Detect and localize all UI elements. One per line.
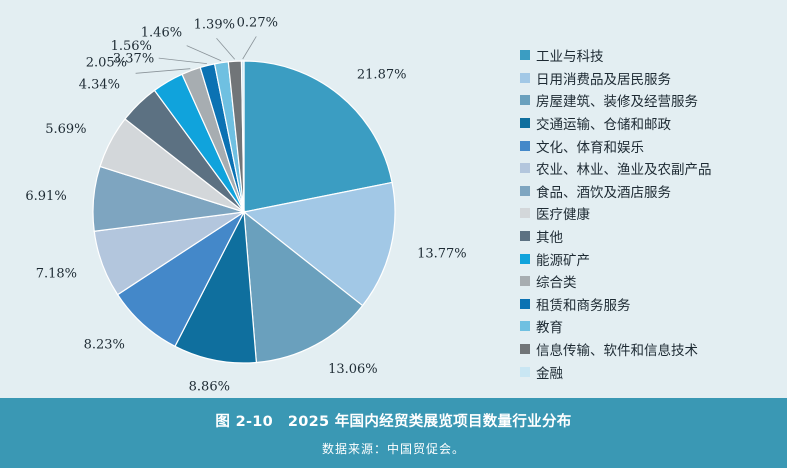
slice-value-label: 2.05% [86, 55, 127, 70]
legend-label: 医疗健康 [536, 207, 590, 224]
legend-item: 其他 [520, 225, 712, 248]
figure-caption-bar: 图 2-10 2025 年国内经贸类展览项目数量行业分布 数据来源：中国贸促会。 [0, 398, 787, 468]
leader-line [242, 36, 257, 60]
slice-value-label: 5.69% [45, 122, 86, 137]
legend-label: 工业与科技 [536, 49, 604, 66]
slice-value-label: 8.86% [189, 380, 230, 395]
legend-label: 其他 [536, 230, 563, 247]
legend-swatch [520, 72, 530, 83]
slice-value-label: 21.87% [357, 67, 407, 82]
legend-swatch [520, 140, 530, 151]
legend-label: 文化、体育和娱乐 [536, 139, 644, 156]
slice-value-label: 7.18% [36, 267, 77, 282]
legend-label: 食品、酒饮及酒店服务 [536, 184, 671, 201]
legend-swatch [520, 366, 530, 377]
legend-item: 工业与科技 [520, 44, 712, 67]
legend-label: 金融 [536, 365, 563, 382]
legend-item: 交通运输、仓储和邮政 [520, 112, 712, 135]
legend-swatch [520, 253, 530, 264]
legend-label: 租赁和商务服务 [536, 297, 631, 314]
legend-item: 信息传输、软件和信息技术 [520, 338, 712, 361]
leader-line [158, 57, 207, 64]
slice-value-label: 1.56% [111, 39, 152, 54]
legend-label: 房屋建筑、装修及经营服务 [536, 94, 698, 111]
slice-value-label: 8.23% [84, 337, 125, 352]
chart-area: 21.87% 13.77% 13.06% 8.86% 8.23% 7.18% 6.91% 5.… [25, 16, 712, 395]
legend-swatch [520, 208, 530, 219]
figure-title: 图 2-10 2025 年国内经贸类展览项目数量行业分布 [215, 414, 572, 430]
legend-label: 信息传输、软件和信息技术 [536, 343, 698, 360]
legend-swatch [520, 118, 530, 129]
legend-swatch [520, 321, 530, 332]
pie-chart: 21.87% 13.77% 13.06% 8.86% 8.23% 7.18% 6.91% 5.… [25, 16, 466, 395]
legend-swatch [520, 185, 530, 196]
pie-slice [243, 60, 393, 213]
pie-slice [242, 181, 396, 307]
legend-label: 交通运输、仓储和邮政 [536, 117, 671, 134]
legend-item: 农业、林业、渔业及农副产品 [520, 157, 712, 180]
slice-value-label: 3.37% [113, 51, 154, 66]
pie-slice [240, 60, 245, 213]
leader-line [216, 37, 236, 60]
legend-item: 日用消费品及居民服务 [520, 67, 712, 90]
pie-slice [243, 210, 364, 364]
data-source-note: 数据来源：中国贸促会。 [321, 442, 465, 456]
leader-lines [135, 36, 257, 74]
legend-swatch [520, 50, 530, 61]
legend-swatch [520, 344, 530, 355]
slice-value-label: 13.06% [328, 362, 378, 377]
legend-label: 日用消费品及居民服务 [536, 71, 671, 88]
legend-label: 综合类 [536, 275, 577, 292]
legend-item: 医疗健康 [520, 202, 712, 225]
legend-item: 综合类 [520, 270, 712, 293]
leader-line [186, 45, 222, 62]
slice-value-label: 1.46% [141, 25, 182, 40]
legend-item: 租赁和商务服务 [520, 293, 712, 316]
legend-item: 能源矿产 [520, 247, 712, 270]
legend-item: 房屋建筑、装修及经营服务 [520, 89, 712, 112]
legend-label: 教育 [536, 320, 563, 337]
legend-swatch [520, 276, 530, 287]
slice-value-label: 13.77% [417, 247, 467, 262]
leader-line [135, 68, 191, 74]
legend-label: 能源矿产 [536, 252, 590, 269]
legend-label: 农业、林业、渔业及农副产品 [536, 162, 712, 179]
legend-item: 食品、酒饮及酒店服务 [520, 180, 712, 203]
legend-swatch [520, 231, 530, 242]
legend-item: 文化、体育和娱乐 [520, 134, 712, 157]
legend-swatch [520, 298, 530, 309]
legend-swatch [520, 95, 530, 106]
legend-swatch [520, 163, 530, 174]
legend: 工业与科技日用消费品及居民服务房屋建筑、装修及经营服务 交通运输、仓储和邮政 文化、… [520, 44, 712, 383]
slice-value-label: 4.34% [79, 77, 120, 92]
slice-value-labels: 21.87% 13.77% 13.06% 8.86% 8.23% 7.18% 6.91% 5.… [25, 16, 466, 395]
legend-item: 金融 [520, 360, 712, 383]
pie-slices [92, 60, 396, 364]
slice-value-label: 6.91% [25, 189, 66, 204]
pie-slice [174, 209, 258, 364]
slice-value-label: 1.39% [194, 17, 235, 32]
legend-item: 教育 [520, 315, 712, 338]
slice-value-label: 0.27% [237, 16, 278, 31]
